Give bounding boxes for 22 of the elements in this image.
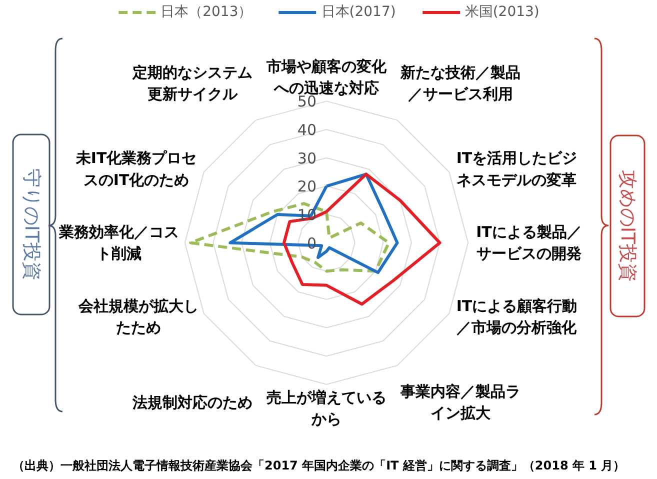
spoke-label: 市場や顧客の変化への迅速な対応: [266, 57, 388, 97]
legend-label: 米国(2013): [464, 3, 540, 21]
text: 攻めのIT投資: [616, 170, 638, 282]
text: （出典）一般社団法人電子情報技術産業協会「2017 年国内企業の「IT 経営」に関する調査」（2018 年 1 月）: [12, 458, 626, 472]
y-tick-label: 10: [297, 206, 317, 224]
y-tick-label: 30: [297, 149, 317, 168]
spoke-label: 新たな技術／製品／サービス利用: [399, 64, 520, 104]
spoke-label: 売上が増えているから: [266, 388, 386, 428]
legend-label: 日本（2013）: [160, 3, 252, 21]
spoke-label: 未IT化業務プロセスのIT化のため: [74, 149, 197, 189]
spoke-label: ITによる顧客行動／市場の分析強化: [456, 296, 578, 336]
y-tick-label: 20: [297, 178, 317, 196]
text: 守りのIT投資: [20, 168, 42, 281]
spoke-label: ITを活用したビジネスモデルの変革: [456, 149, 578, 189]
legend-label: 日本(2017): [321, 3, 396, 21]
spoke-label: ITによる製品／サービスの開発: [476, 223, 582, 263]
spoke-label: 会社規模が拡大したため: [78, 296, 199, 336]
spoke-label: 事業内容／製品ライン拡大: [399, 382, 520, 422]
spoke-label: 定期的なシステム更新サイクル: [132, 64, 253, 104]
spoke-label: 業務効率化／コスト削減: [58, 223, 179, 263]
y-tick-label: 40: [297, 121, 317, 140]
spoke-label: 法規制対応のため: [132, 393, 253, 412]
